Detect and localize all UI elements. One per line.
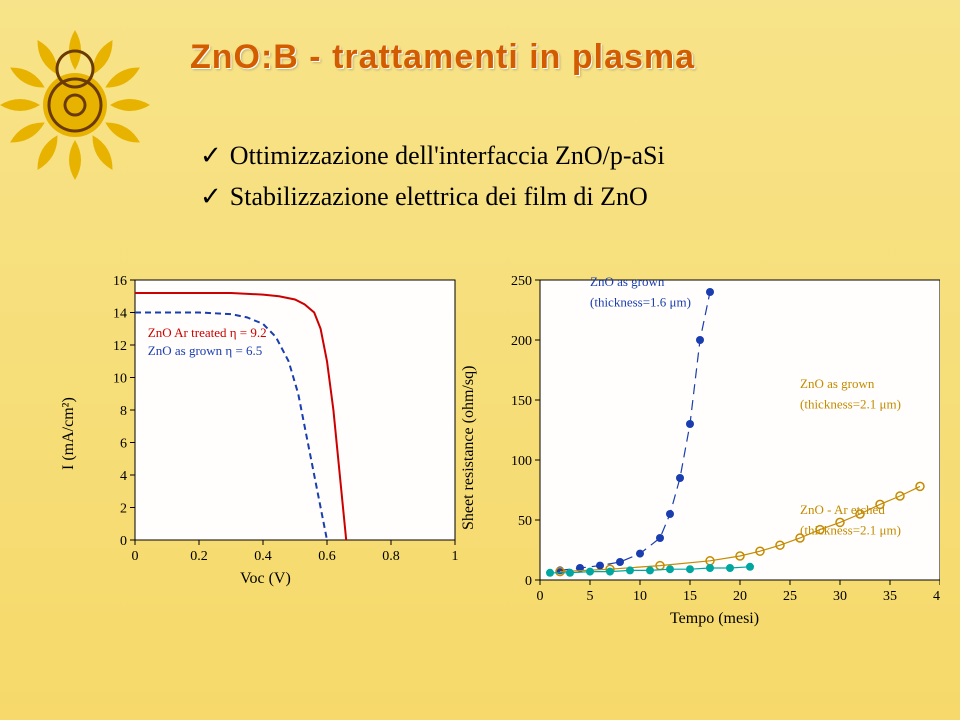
svg-text:40: 40	[933, 589, 940, 604]
svg-text:0: 0	[120, 534, 127, 549]
svg-text:150: 150	[511, 394, 532, 409]
resistance-chart-xlabel: Tempo (mesi)	[670, 610, 759, 628]
bullet-list: ✓Ottimizzazione dell'interfaccia ZnO/p-a…	[200, 130, 665, 222]
bullet-item: ✓Stabilizzazione elettrica dei film di Z…	[200, 181, 665, 212]
sun-logo-icon	[0, 20, 160, 190]
svg-text:6: 6	[120, 437, 127, 452]
svg-text:250: 250	[511, 274, 532, 289]
svg-text:ZnO - Ar etched: ZnO - Ar etched	[800, 502, 885, 517]
iv-chart-xlabel: Voc (V)	[240, 570, 291, 588]
svg-text:(thickness=2.1 μm): (thickness=2.1 μm)	[800, 396, 901, 411]
svg-text:0.4: 0.4	[254, 549, 272, 564]
svg-text:0: 0	[132, 549, 139, 564]
svg-text:200: 200	[511, 334, 532, 349]
svg-text:0: 0	[537, 589, 544, 604]
svg-text:12: 12	[113, 339, 127, 354]
resistance-chart: Sheet resistance (ohm/sq) 05101520253035…	[500, 270, 940, 635]
svg-text:ZnO as grown η = 6.5: ZnO as grown η = 6.5	[148, 343, 263, 358]
svg-text:16: 16	[113, 274, 127, 289]
svg-text:ZnO Ar treated η = 9.2: ZnO Ar treated η = 9.2	[148, 325, 267, 340]
resistance-chart-ylabel: Sheet resistance (ohm/sq)	[460, 366, 478, 530]
page-title: ZnO:B - trattamenti in plasma	[190, 38, 695, 77]
svg-text:0: 0	[525, 574, 532, 589]
svg-text:0.8: 0.8	[382, 549, 400, 564]
bullet-item: ✓Ottimizzazione dell'interfaccia ZnO/p-a…	[200, 140, 665, 171]
iv-chart: I (mA/cm²) 00.20.40.60.810246810121416Zn…	[100, 270, 460, 595]
svg-text:50: 50	[518, 514, 532, 529]
svg-text:ZnO as grown: ZnO as grown	[590, 274, 665, 289]
svg-text:(thickness=1.6 μm): (thickness=1.6 μm)	[590, 294, 691, 309]
svg-text:25: 25	[783, 589, 797, 604]
svg-text:(thickness=2.1 μm): (thickness=2.1 μm)	[800, 522, 901, 537]
svg-text:20: 20	[733, 589, 747, 604]
svg-text:100: 100	[511, 454, 532, 469]
svg-text:30: 30	[833, 589, 847, 604]
svg-text:10: 10	[633, 589, 647, 604]
bullet-text: Ottimizzazione dell'interfaccia ZnO/p-aS…	[230, 141, 665, 170]
bullet-text: Stabilizzazione elettrica dei film di Zn…	[230, 182, 648, 211]
svg-text:ZnO as grown: ZnO as grown	[800, 376, 875, 391]
svg-text:1: 1	[452, 549, 459, 564]
svg-text:2: 2	[120, 502, 127, 517]
svg-text:14: 14	[113, 307, 127, 322]
svg-text:8: 8	[120, 404, 127, 419]
svg-text:4: 4	[120, 469, 127, 484]
svg-text:5: 5	[587, 589, 594, 604]
iv-chart-ylabel: I (mA/cm²)	[60, 397, 78, 470]
svg-text:0.2: 0.2	[190, 549, 208, 564]
svg-text:15: 15	[683, 589, 697, 604]
svg-text:0.6: 0.6	[318, 549, 336, 564]
svg-text:35: 35	[883, 589, 897, 604]
svg-text:10: 10	[113, 372, 127, 387]
